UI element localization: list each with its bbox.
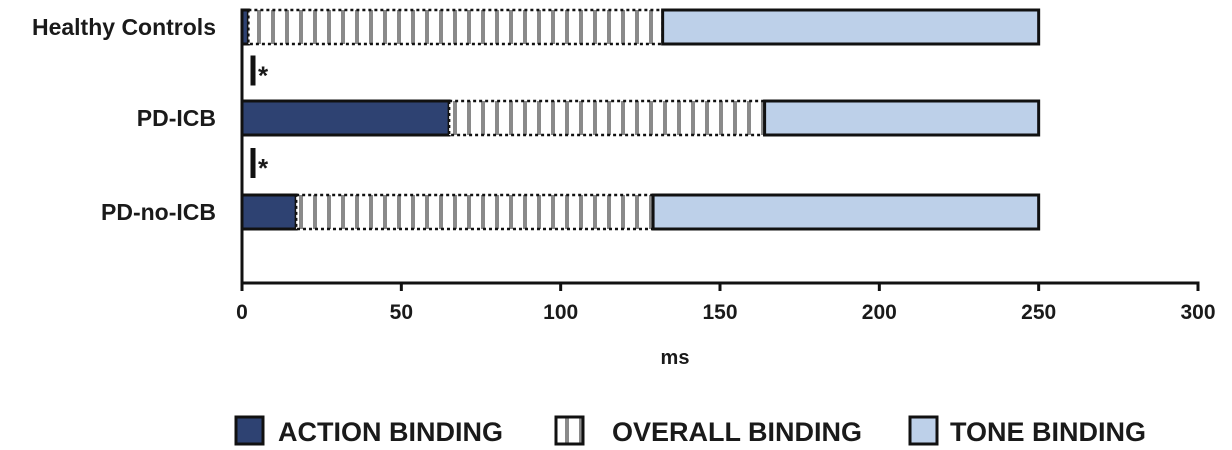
bar-overall-binding-0 bbox=[247, 8, 664, 46]
plot-area: Healthy Controls PD-ICB PD-no-ICB * * 0 50 100 1… bbox=[32, 8, 1216, 369]
bar-tone-binding-2 bbox=[651, 193, 1041, 231]
x-axis-title: ms bbox=[661, 347, 690, 369]
category-label: PD-ICB bbox=[137, 105, 216, 131]
category-label: Healthy Controls bbox=[32, 14, 216, 40]
bar-tone-binding-1 bbox=[763, 99, 1041, 137]
significance-marker: * bbox=[258, 61, 269, 91]
legend-label: OVERALL BINDING bbox=[612, 417, 862, 447]
legend-label: TONE BINDING bbox=[950, 417, 1146, 447]
x-tick-label: 200 bbox=[862, 301, 897, 324]
legend-label: ACTION BINDING bbox=[278, 417, 503, 447]
bar-overall-binding-2 bbox=[294, 193, 655, 231]
x-tick-label: 150 bbox=[702, 301, 737, 324]
legend-swatch-overall-binding bbox=[554, 415, 585, 446]
bar-action-binding-2 bbox=[240, 193, 298, 231]
x-tick-label: 0 bbox=[236, 301, 248, 324]
legend-swatch-action-binding bbox=[234, 415, 265, 446]
bar-action-binding-1 bbox=[240, 99, 451, 137]
bar-tone-binding-0 bbox=[661, 8, 1041, 46]
legend: ACTION BINDING OVERALL BINDING TONE BINDIN… bbox=[234, 415, 1146, 447]
significance-marker: * bbox=[258, 153, 269, 183]
category-label: PD-no-ICB bbox=[101, 199, 216, 225]
legend-swatch-tone-binding bbox=[908, 415, 939, 446]
x-tick-label: 50 bbox=[390, 301, 413, 324]
bar-overall-binding-1 bbox=[447, 99, 766, 137]
x-tick-label: 250 bbox=[1021, 301, 1056, 324]
x-tick-label: 300 bbox=[1180, 301, 1215, 324]
x-tick-label: 100 bbox=[543, 301, 578, 324]
